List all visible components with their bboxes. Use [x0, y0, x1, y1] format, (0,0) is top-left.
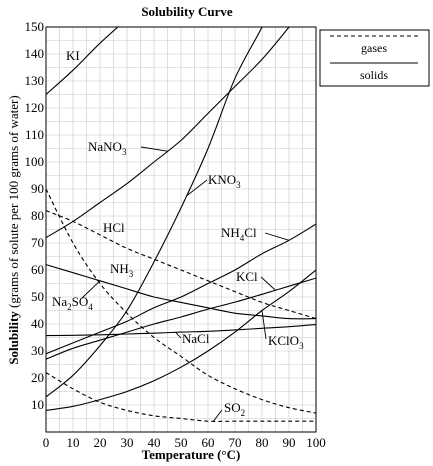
label-subscript: 2: [67, 302, 72, 312]
y-tick-label: 90: [31, 181, 44, 196]
leader-line-nano3: [140, 146, 168, 152]
y-tick-label: 20: [31, 370, 44, 385]
y-tick-label: 80: [31, 208, 44, 223]
y-tick-label: 10: [31, 397, 44, 412]
series-label-so2: SO2: [224, 400, 245, 418]
y-tick-label: 150: [25, 19, 45, 34]
y-tick-label: 60: [31, 262, 44, 277]
leader-line-so2: [213, 409, 223, 422]
series-curve-na2so4: [46, 264, 316, 320]
series-curve-nano3: [46, 27, 290, 239]
label-text: KCl: [236, 269, 258, 284]
label-text: NaNO: [88, 139, 122, 154]
series-curve-so2: [46, 372, 316, 422]
x-tick-label: 70: [229, 435, 242, 450]
label-text: Na: [52, 294, 67, 309]
x-tick-label: 0: [43, 435, 50, 450]
series-curve-kcl: [46, 277, 316, 360]
series-curve-hcl: [46, 210, 316, 320]
y-tick-label: 50: [31, 289, 44, 304]
label-text: KClO: [268, 333, 299, 348]
label-text: NH: [110, 261, 129, 276]
series-curve-nh3: [46, 188, 316, 414]
label-subscript: 3: [299, 341, 304, 351]
series-label-hcl: HCl: [103, 220, 125, 235]
plot-frame: [45, 26, 317, 433]
series-curve-nacl: [46, 323, 316, 337]
x-tick-labels: 0 10 20 30 40 50 60 70 80 90 100: [43, 435, 326, 450]
y-tick-label: 70: [31, 235, 44, 250]
x-axis-label: Temperature (°C): [142, 447, 241, 462]
chart-title: Solubility Curve: [141, 4, 233, 19]
y-axis-label-bold: Solubility: [6, 311, 21, 365]
label-text: NH: [221, 225, 240, 240]
series-curve-kno3: [46, 27, 263, 398]
y-tick-label: 140: [25, 46, 45, 61]
series-label-kclo3: KClO3: [268, 333, 304, 351]
series-curve-ki: [46, 27, 119, 95]
leader-line-kcl: [260, 276, 276, 291]
x-tick-label: 90: [283, 435, 296, 450]
series-label-ki: KI: [66, 48, 80, 63]
leader-line-nh4cl: [264, 232, 290, 241]
y-tick-label: 30: [31, 343, 44, 358]
y-axis-label-rest: (grams of solute per 100 grams of water): [6, 95, 21, 311]
x-tick-label: 10: [67, 435, 80, 450]
x-tick-label: 60: [202, 435, 215, 450]
series-label-nh4cl: NH4Cl: [221, 225, 257, 243]
y-tick-labels: 10 20 30 40 50 60 70 80 90 100 110 120 130 140 150: [25, 19, 45, 412]
label-subscript: 3: [236, 180, 241, 190]
series-curve-kclo3: [46, 269, 316, 411]
label-subscript: 2: [241, 408, 246, 418]
label-text: NaCl: [182, 331, 210, 346]
y-tick-label: 40: [31, 316, 44, 331]
y-axis-label: Solubility (grams of solute per 100 gram…: [6, 95, 21, 364]
legend-box: [319, 29, 430, 87]
legend-gases-label: gases: [361, 41, 387, 55]
legend-solids-label: solids: [360, 68, 388, 82]
x-tick-label: 40: [148, 435, 161, 450]
label-subscript: 4: [240, 233, 245, 243]
leader-line-nacl: [175, 332, 182, 339]
y-tick-label: 100: [25, 154, 45, 169]
label-leaders: [81, 146, 290, 422]
leader-line-kno3: [186, 179, 208, 197]
x-tick-label: 20: [94, 435, 107, 450]
x-tick-label: 30: [121, 435, 134, 450]
legend: gases solids: [319, 29, 430, 87]
label-subscript: 4: [88, 302, 93, 312]
series-label-kcl: KCl: [236, 269, 258, 284]
label-text: KNO: [208, 172, 236, 187]
leader-line-na2so4: [81, 280, 101, 299]
grid: [45, 26, 317, 433]
label-text: HCl: [103, 220, 125, 235]
y-tick-label: 110: [25, 127, 44, 142]
y-tick-label: 120: [25, 100, 45, 115]
label-text: SO: [224, 400, 241, 415]
y-tick-label: 130: [25, 73, 45, 88]
series-label-nano3: NaNO3: [88, 139, 127, 157]
series-label-nacl: NaCl: [182, 331, 210, 346]
label-text: KI: [66, 48, 80, 63]
x-tick-label: 50: [175, 435, 188, 450]
curves: [46, 27, 316, 422]
label-text: Cl: [244, 225, 257, 240]
x-tick-label: 100: [306, 435, 326, 450]
series-label-nh3: NH3: [110, 261, 134, 279]
x-tick-label: 80: [256, 435, 269, 450]
label-text: SO: [72, 294, 89, 309]
label-subscript: 3: [122, 147, 127, 157]
series-label-kno3: KNO3: [208, 172, 241, 190]
leader-line-kclo3: [261, 310, 267, 340]
series-label-na2so4: Na2SO4: [52, 294, 93, 312]
label-subscript: 3: [129, 269, 134, 279]
